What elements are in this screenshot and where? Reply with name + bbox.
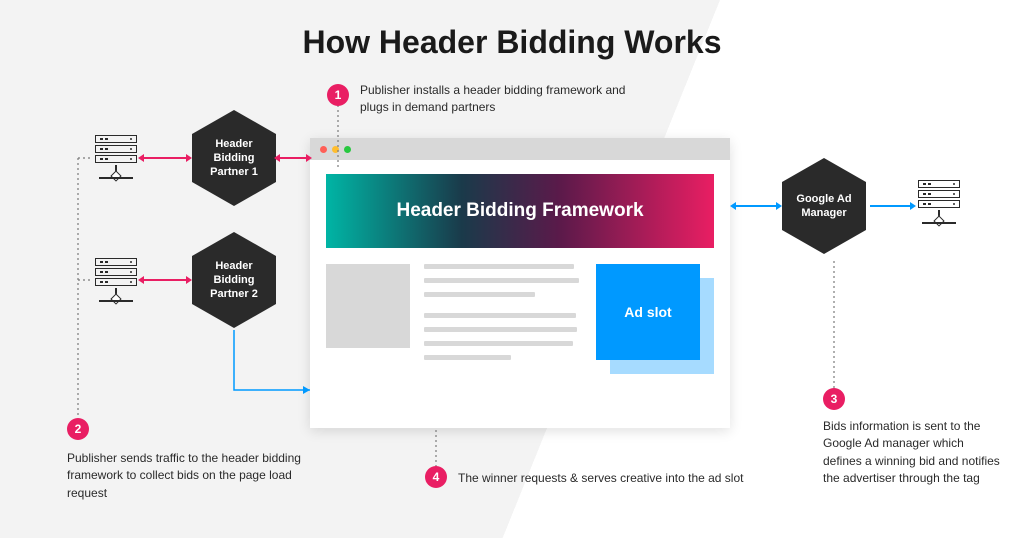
- step-badge-1: 1: [327, 84, 349, 106]
- arrow-icon: [736, 205, 776, 207]
- browser-window: Header Bidding Framework Ad slot: [310, 138, 730, 428]
- server-icon: [918, 180, 960, 230]
- header-bidding-framework-banner: Header Bidding Framework: [326, 174, 714, 248]
- browser-titlebar: [310, 138, 730, 160]
- hexagon-partner-2: Header Bidding Partner 2: [192, 232, 276, 328]
- server-icon: [95, 135, 137, 185]
- page-title: How Header Bidding Works: [0, 24, 1024, 61]
- hexagon-partner-1: Header Bidding Partner 1: [192, 110, 276, 206]
- window-dot-icon: [344, 146, 351, 153]
- arrow-icon: [144, 157, 186, 159]
- arrow-icon: [280, 157, 306, 159]
- arrow-icon: [870, 205, 910, 207]
- step-badge-3: 3: [823, 388, 845, 410]
- hexagon-google-ad-manager: Google Ad Manager: [782, 158, 866, 254]
- step-text-1: Publisher installs a header bidding fram…: [360, 82, 630, 117]
- arrow-icon: [144, 279, 186, 281]
- image-placeholder: [326, 264, 410, 348]
- step-text-4: The winner requests & serves creative in…: [458, 470, 778, 487]
- step-text-3: Bids information is sent to the Google A…: [823, 418, 1003, 488]
- server-icon: [95, 258, 137, 308]
- step-badge-4: 4: [425, 466, 447, 488]
- step-badge-2: 2: [67, 418, 89, 440]
- text-placeholder: [424, 264, 582, 374]
- page-content: Ad slot: [326, 264, 714, 374]
- step-text-2: Publisher sends traffic to the header bi…: [67, 450, 307, 502]
- ad-slot: Ad slot: [596, 264, 714, 374]
- window-dot-icon: [332, 146, 339, 153]
- window-dot-icon: [320, 146, 327, 153]
